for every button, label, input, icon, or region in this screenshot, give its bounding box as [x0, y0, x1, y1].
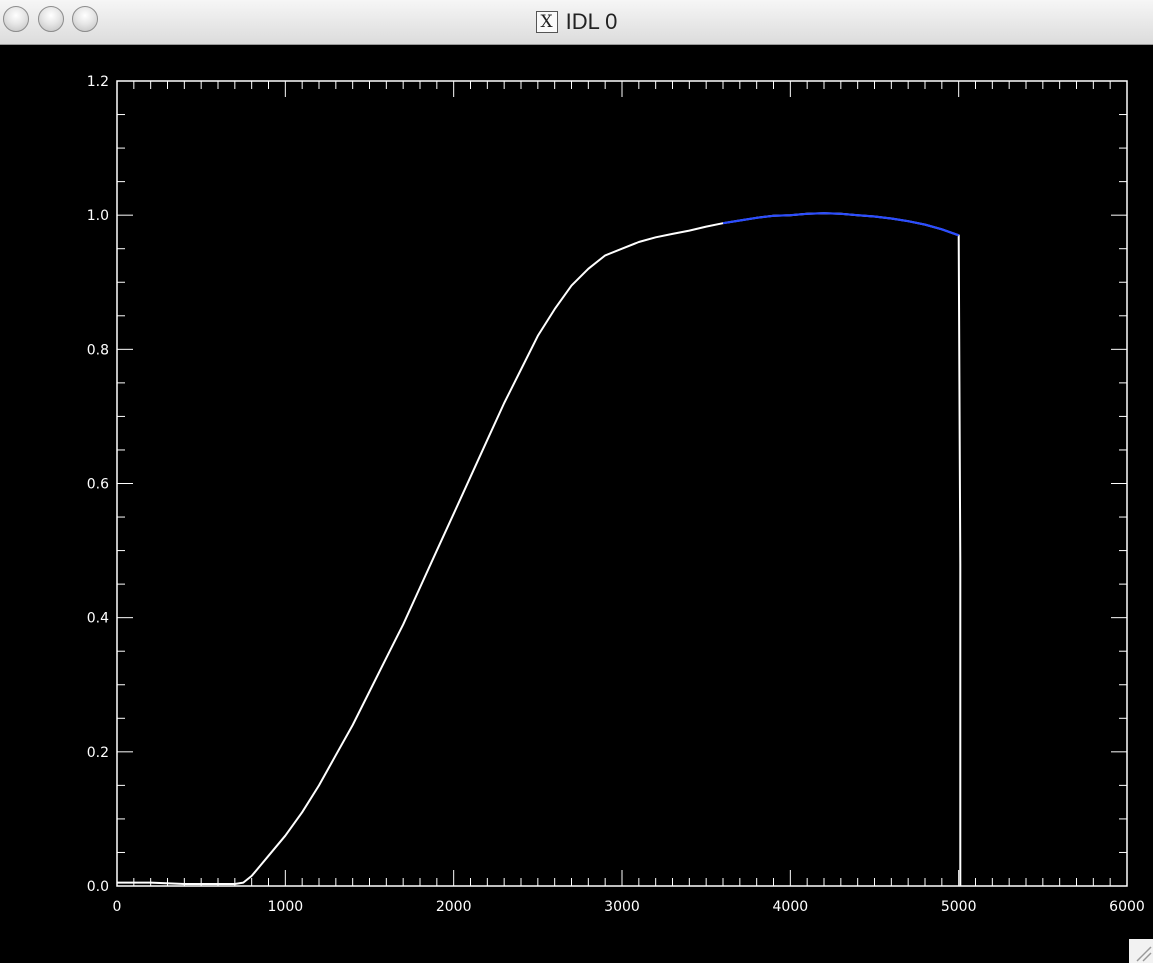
main-series-line — [117, 212, 962, 886]
close-button[interactable] — [3, 6, 29, 32]
plot-canvas: 0 1000 2000 3000 4000 5000 6000 0.0 0.2 0.4 0.6 0.8… — [87, 74, 1145, 915]
data-series — [117, 212, 962, 886]
x-tick-label: 5000 — [941, 899, 977, 915]
y-tick-label: 0.0 — [87, 879, 109, 895]
y-tick-label: 0.8 — [87, 342, 109, 358]
plot-axes — [116, 80, 1128, 887]
tick-labels: 0 1000 2000 3000 4000 5000 6000 0.0 0.2 0.4 0.6 0.8… — [87, 74, 1145, 915]
title-group: X IDL 0 — [0, 0, 1153, 44]
y-tick-label: 1.0 — [87, 208, 109, 224]
x-tick-label: 3000 — [604, 899, 640, 915]
x-tick-label: 0 — [113, 899, 122, 915]
x-tick-label: 1000 — [268, 899, 304, 915]
x-tick-label: 6000 — [1109, 899, 1145, 915]
resize-grip-icon[interactable] — [1129, 939, 1153, 963]
plot-frame — [116, 80, 1128, 887]
y-tick-label: 1.2 — [87, 74, 109, 90]
x11-icon: X — [535, 11, 558, 33]
zoom-button[interactable] — [72, 6, 98, 32]
highlight-series-line — [722, 212, 960, 237]
plot-ticks — [116, 80, 1128, 887]
y-tick-label: 0.4 — [87, 611, 109, 627]
minimize-button[interactable] — [38, 6, 64, 32]
title-bar[interactable]: X IDL 0 — [0, 0, 1153, 45]
y-tick-label: 0.6 — [87, 477, 109, 493]
x-tick-label: 4000 — [773, 899, 809, 915]
y-tick-label: 0.2 — [87, 745, 109, 761]
x-tick-label: 2000 — [436, 899, 472, 915]
window-title: IDL 0 — [565, 9, 618, 34]
